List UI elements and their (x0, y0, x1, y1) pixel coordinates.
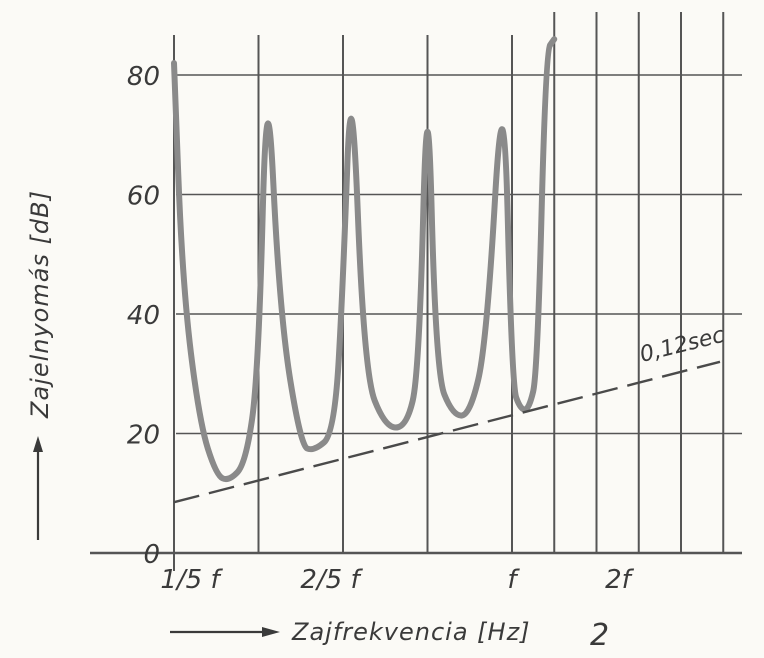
series (171, 36, 721, 504)
x-tick-label: f (507, 565, 520, 595)
series-dashed-line (173, 360, 721, 504)
tick-labels: 0 20 40 60 80 1/5 f 2/5 f f 2f (127, 62, 635, 595)
x-tick-label: 1/5 f (160, 565, 223, 595)
y-tick-label: 60 (127, 182, 160, 212)
x-tick-label: 2/5 f (300, 565, 363, 595)
y-tick-label: 40 (127, 301, 160, 331)
y-tick-label: 20 (127, 421, 160, 451)
y-axis-title: Zajelnyomás [dB] (26, 190, 54, 419)
x-axis-title: Zajfrekvencia [Hz] (291, 618, 531, 646)
x-tick-label: 2f (605, 565, 635, 595)
series-noise-reduction-curve (171, 36, 558, 483)
figure-label: 2 (590, 618, 610, 653)
y-tick-label: 80 (127, 62, 160, 92)
dashed-line-annotation: 0,12sec (637, 323, 727, 368)
y-axis-arrowhead (33, 436, 43, 452)
grid (90, 74, 742, 555)
x-axis-arrowhead (262, 627, 280, 637)
y-tick-label: 0 (143, 540, 160, 570)
